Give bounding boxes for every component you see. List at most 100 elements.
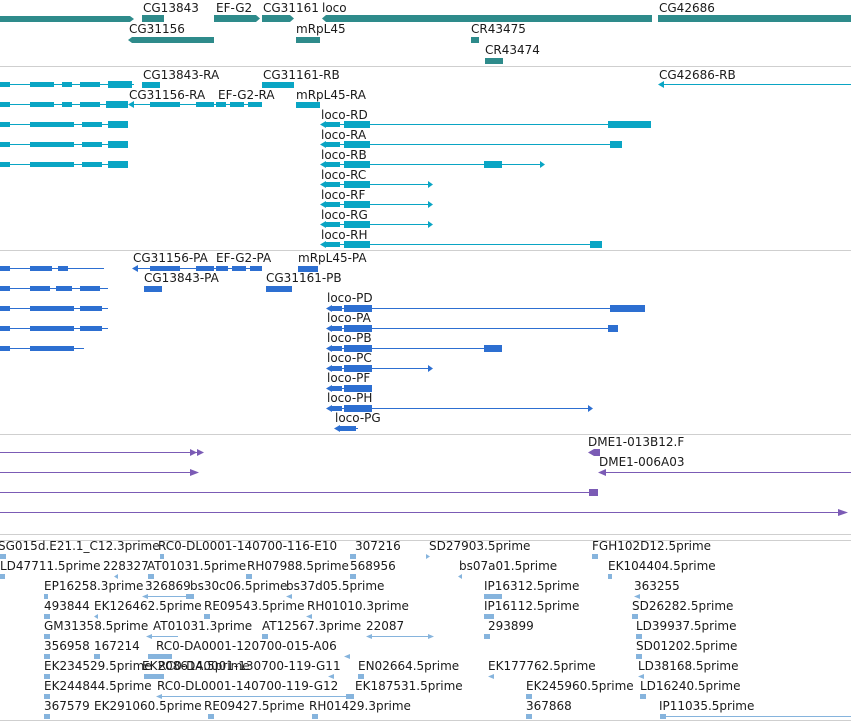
est-label[interactable]: EK126462.5prime — [94, 599, 202, 613]
protein-label[interactable]: loco-PB — [327, 331, 372, 345]
est-feature[interactable] — [346, 694, 354, 699]
est-label[interactable]: LD16240.5prime — [640, 679, 741, 693]
est-feature[interactable] — [44, 594, 48, 599]
est-label[interactable]: SD26282.5prime — [632, 599, 734, 613]
est-label[interactable]: SD01202.5prime — [636, 639, 738, 653]
est-label[interactable]: SG015d.E21.1_C12.3prime — [0, 539, 160, 553]
transcript-label[interactable]: loco-RD — [321, 108, 368, 122]
clone-feature[interactable] — [0, 449, 204, 456]
est-label[interactable]: EK244844.5prime — [44, 679, 152, 693]
gene-feature-ef-g2[interactable] — [214, 15, 260, 22]
transcript-feature-cg13843-ra[interactable] — [142, 82, 160, 88]
gene-feature[interactable] — [0, 16, 134, 22]
est-feature[interactable] — [114, 574, 118, 579]
est-feature[interactable] — [484, 634, 490, 639]
est-feature[interactable] — [44, 614, 50, 619]
est-label[interactable]: 228327 — [103, 559, 149, 573]
transcript-label[interactable]: EF-G2-RA — [218, 88, 275, 102]
est-label[interactable]: AT12567.3prime — [262, 619, 362, 633]
protein-label[interactable]: loco-PD — [327, 291, 373, 305]
transcript-feature-cg31161-rb[interactable] — [262, 82, 294, 88]
est-label[interactable]: 307216 — [355, 539, 401, 553]
transcript-feature-loco-rc[interactable] — [320, 181, 433, 188]
protein-feature-ef-g2-pa[interactable] — [214, 266, 262, 271]
transcript-label[interactable]: loco-RB — [321, 148, 367, 162]
protein-label[interactable]: CG13843-PA — [144, 271, 219, 285]
gene-label[interactable]: CG42686 — [659, 1, 715, 15]
est-feature[interactable] — [488, 674, 494, 679]
est-feature[interactable] — [312, 714, 318, 719]
protein-feature-loco-pa[interactable] — [326, 325, 618, 332]
est-label[interactable]: EK104404.5prime — [608, 559, 716, 573]
est-label[interactable]: RH07988.5prime — [247, 559, 349, 573]
transcript-label[interactable]: CG13843-RA — [143, 68, 220, 82]
est-label[interactable]: 367579 — [44, 699, 90, 713]
protein-feature-loco-pc[interactable] — [326, 365, 433, 372]
est-label[interactable]: EN02664.5prime — [358, 659, 460, 673]
est-feature[interactable] — [484, 594, 502, 599]
protein-feature-loco-pf[interactable] — [326, 385, 372, 392]
est-label[interactable]: 367868 — [526, 699, 572, 713]
est-feature[interactable] — [160, 554, 164, 559]
transcript-feature[interactable] — [0, 101, 128, 108]
protein-feature-cg13843-pa[interactable] — [144, 286, 162, 292]
protein-feature-cg31156-pa[interactable] — [132, 265, 214, 272]
protein-feature-loco-pd[interactable] — [326, 305, 645, 312]
transcript-feature[interactable] — [0, 161, 128, 168]
est-label[interactable]: RC0-DA0001-120700-015-A06 — [156, 639, 337, 653]
est-feature[interactable] — [350, 574, 356, 579]
gene-label[interactable]: CG13843 — [143, 1, 199, 15]
gene-feature-cr43474[interactable] — [485, 58, 503, 64]
est-feature[interactable] — [592, 554, 598, 559]
gene-label[interactable]: CR43475 — [471, 22, 526, 36]
est-feature[interactable] — [262, 634, 268, 639]
est-label[interactable]: IP16112.5prime — [484, 599, 580, 613]
gene-feature-cg31156[interactable] — [128, 37, 214, 43]
est-feature[interactable] — [94, 654, 100, 659]
est-label[interactable]: EK234529.5prime — [44, 659, 152, 673]
clone-feature[interactable] — [0, 509, 848, 516]
est-feature[interactable] — [608, 574, 612, 579]
est-feature[interactable] — [148, 654, 172, 659]
transcript-feature[interactable] — [0, 121, 128, 128]
protein-feature[interactable] — [0, 286, 108, 291]
gene-label[interactable]: CG31161 — [263, 1, 319, 15]
est-label[interactable]: LD38168.5prime — [638, 659, 739, 673]
est-label[interactable]: EK291060.5prime — [94, 699, 202, 713]
est-feature[interactable] — [144, 674, 164, 679]
est-feature[interactable] — [186, 594, 194, 599]
transcript-label[interactable]: loco-RC — [321, 168, 367, 182]
est-feature[interactable] — [44, 674, 50, 679]
gene-feature-cg13843[interactable] — [142, 15, 164, 22]
est-feature[interactable] — [208, 714, 214, 719]
est-feature[interactable] — [44, 714, 50, 719]
transcript-label[interactable]: loco-RA — [321, 128, 367, 142]
est-feature[interactable] — [358, 674, 364, 679]
gene-feature-cr43475[interactable] — [471, 37, 479, 43]
est-feature[interactable] — [344, 654, 350, 659]
clone-feature-dme1-006a03[interactable] — [598, 469, 851, 476]
est-feature[interactable] — [44, 654, 50, 659]
protein-label[interactable]: loco-PC — [327, 351, 372, 365]
est-feature[interactable] — [526, 714, 532, 719]
est-label[interactable]: 167214 — [94, 639, 140, 653]
est-feature[interactable] — [426, 554, 430, 559]
est-feature[interactable] — [458, 574, 462, 579]
clone-label[interactable]: DME1-006A03 — [599, 455, 685, 469]
transcript-label[interactable]: CG42686-RB — [659, 68, 736, 82]
gene-label[interactable]: CG31156 — [129, 22, 185, 36]
est-feature[interactable] — [204, 614, 210, 619]
est-label[interactable]: RH01010.3prime — [307, 599, 409, 613]
protein-label[interactable]: CG31156-PA — [133, 251, 208, 265]
est-label[interactable]: RE09427.5prime — [204, 699, 305, 713]
transcript-feature-loco-rg[interactable] — [320, 221, 433, 228]
transcript-label[interactable]: mRpL45-RA — [296, 88, 366, 102]
est-feature[interactable] — [94, 614, 98, 619]
est-label[interactable]: EK208614.5prime — [142, 659, 250, 673]
protein-feature-loco-pb[interactable] — [326, 345, 502, 352]
transcript-feature[interactable] — [0, 81, 134, 88]
est-label[interactable]: LD39937.5prime — [636, 619, 737, 633]
est-feature[interactable] — [640, 694, 646, 699]
transcript-label[interactable]: CG31161-RB — [263, 68, 340, 82]
est-label[interactable]: IP16312.5prime — [484, 579, 580, 593]
